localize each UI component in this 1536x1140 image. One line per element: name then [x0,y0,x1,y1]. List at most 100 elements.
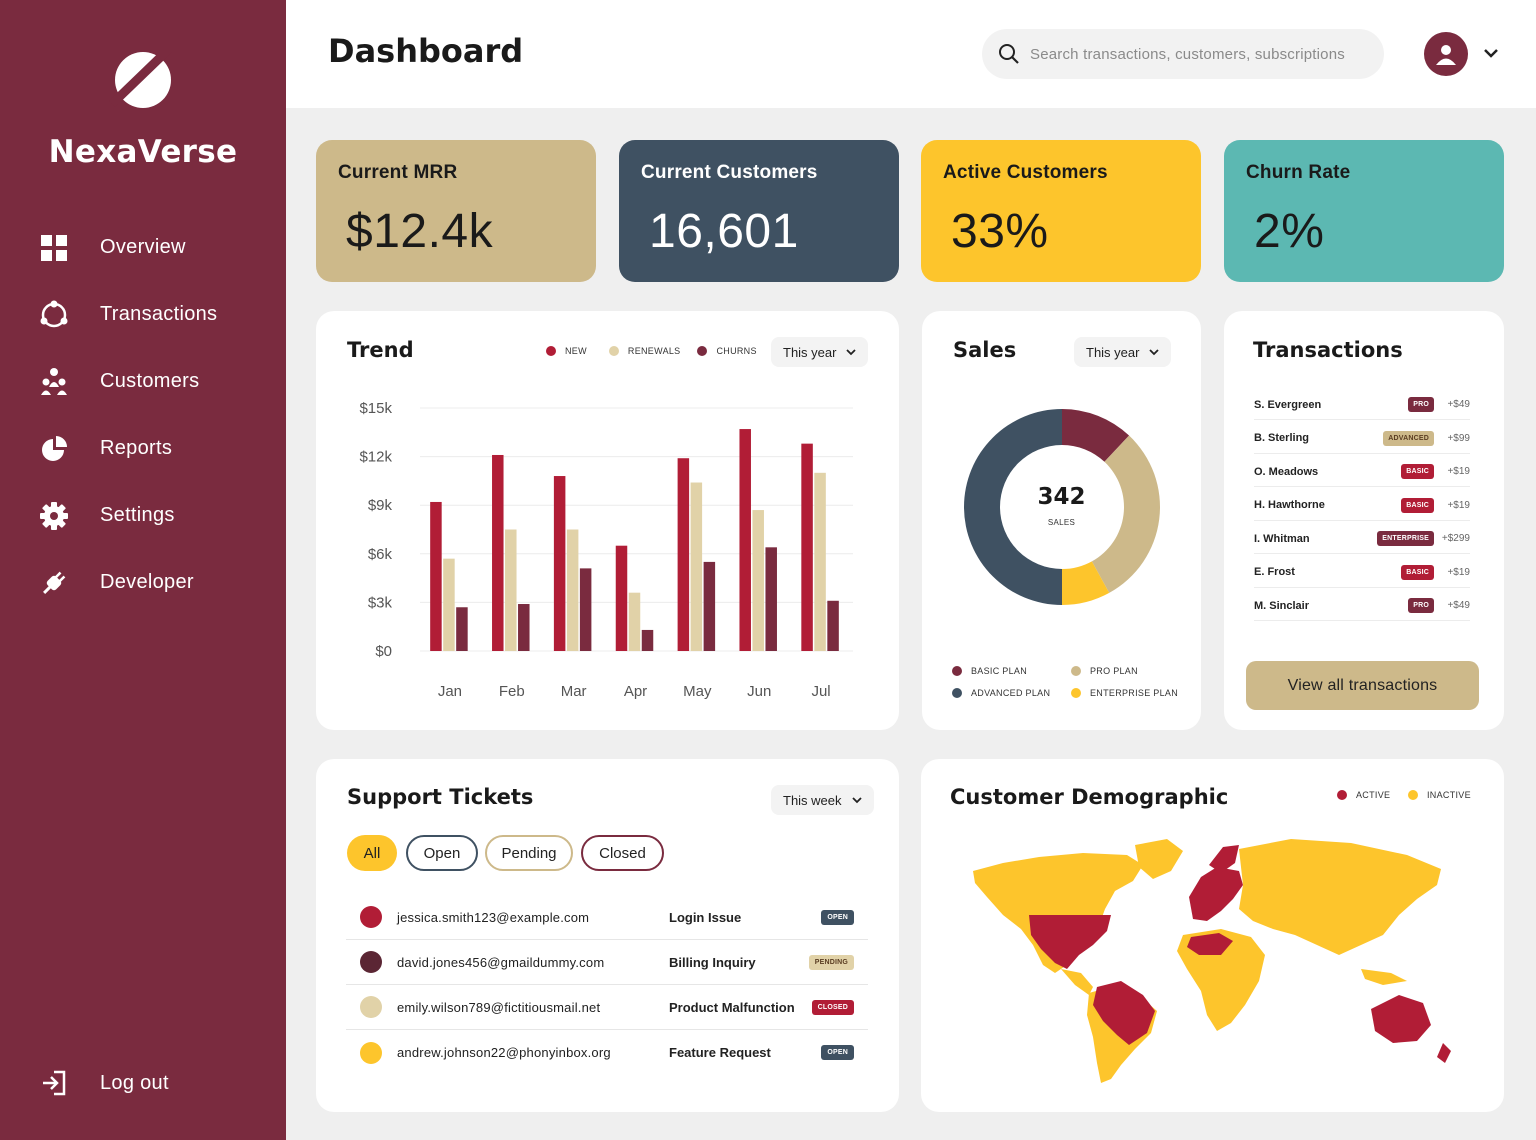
brand-name: NexaVerse [48,134,238,170]
view-all-transactions-button[interactable]: View all transactions [1246,661,1479,710]
top-header: Dashboard [286,0,1536,108]
card-title: Sales [953,338,1017,362]
dropdown-label: This year [1086,344,1140,360]
world-map [973,839,1451,1083]
transaction-row[interactable]: H. Hawthorne BASIC +$19 [1254,491,1470,521]
sales-period-dropdown[interactable]: This year [1074,337,1172,367]
ticket-row[interactable]: andrew.johnson22@phonyinbox.org Feature R… [346,1030,868,1075]
bar-new-feb [492,454,504,651]
y-tick-label: $3k [368,594,393,611]
map-region-new-zealand [1437,1043,1451,1063]
gear-icon [39,501,69,531]
transaction-row[interactable]: B. Sterling ADVANCED +$99 [1254,424,1470,454]
plug-icon [39,568,69,598]
x-tick-label: May [683,683,712,700]
transaction-row[interactable]: O. Meadows BASIC +$19 [1254,457,1470,487]
transaction-row[interactable]: M. Sinclair PRO +$49 [1254,591,1470,621]
ticket-status-badge: OPEN [821,909,854,925]
bar-churns-may [703,561,716,651]
legend-label: ACTIVE [1356,790,1391,800]
ticket-status-dot [360,951,382,973]
y-tick-label: $15k [359,400,392,417]
trend-chart: $0 $3k $6k $9k $12k $15k Jan Feb Mar Apr May Jun Jul [359,400,853,700]
map-region-scandinavia [1209,845,1239,873]
map-region-brazil [1093,981,1155,1045]
legend-label: ENTERPRISE PLAN [1090,688,1179,698]
ticket-row[interactable]: david.jones456@gmaildummy.com Billing Inq… [346,940,868,985]
transaction-customer: H. Hawthorne [1254,499,1325,511]
sidebar-item-overview[interactable]: Overview [0,214,286,281]
kpi-title: Churn Rate [1246,162,1351,183]
filter-closed[interactable]: Closed [581,835,664,871]
bar-renewals-jun [752,510,764,651]
transaction-row[interactable]: I. Whitman ENTERPRISE +$299 [1254,524,1470,554]
y-tick-label: $9k [368,497,393,514]
legend-label: INACTIVE [1427,790,1471,800]
ticket-status-dot [360,1041,382,1064]
sidebar-item-customers[interactable]: Customers [0,348,286,415]
kpi-card-current-customers: Current Customers 16,601 [619,140,899,282]
bar-new-jul [801,443,813,651]
bar-new-mar [553,476,566,651]
ticket-status-dot [360,906,382,928]
search-input[interactable] [1030,45,1370,63]
sidebar-item-label: Settings [100,504,175,526]
transactions-card: Transactions S. Evergreen PRO +$49 B. Sterl… [1224,311,1504,730]
transaction-row[interactable]: E. Frost BASIC +$19 [1254,558,1470,588]
sidebar: NexaVerse Overview Transactions Customer… [0,0,286,1140]
sidebar-nav: Overview Transactions Customers Reports … [0,214,286,616]
filter-all[interactable]: All [347,835,397,871]
legend-dot [952,688,962,698]
sidebar-item-reports[interactable]: Reports [0,415,286,482]
legend-dot [1071,666,1081,676]
plan-badge: ADVANCED [1383,430,1434,446]
kpi-title: Current MRR [338,162,458,183]
ticket-row[interactable]: emily.wilson789@fictitiousmail.net Produc… [346,985,868,1030]
legend-label: PRO PLAN [1090,666,1138,676]
legend-label: CHURNS [716,346,757,356]
bar-renewals-apr [628,592,641,651]
y-tick-label: $6k [368,546,393,563]
card-title: Trend [347,338,414,362]
search-bar[interactable] [982,29,1384,79]
avatar[interactable] [1424,32,1468,76]
filter-pending[interactable]: Pending [485,835,573,871]
sidebar-item-developer[interactable]: Developer [0,549,286,616]
transaction-amount: +$49 [1447,600,1470,611]
ticket-email: jessica.smith123@example.com [397,909,590,925]
ticket-status-badge: OPEN [821,1045,854,1060]
logout-button[interactable]: Log out [0,1050,286,1116]
filter-open[interactable]: Open [406,835,478,871]
legend-item: INACTIVE [1408,790,1471,800]
legend-dot [1408,790,1418,800]
y-tick-label: $0 [375,643,392,660]
customer-demographic-card: Customer Demographic ACTIVE INACTIVE [921,759,1504,1112]
sidebar-item-transactions[interactable]: Transactions [0,281,286,348]
chevron-down-icon [851,797,862,804]
bar-renewals-jul [814,472,826,651]
donut-slice-basic-plan [1062,409,1130,462]
bar-churns-jul [827,600,839,651]
chevron-down-icon[interactable] [1482,44,1500,62]
bar-churns-apr [641,629,654,651]
transaction-amount: +$99 [1447,432,1470,444]
chevron-down-icon [846,349,857,356]
donut-center-value: 342 [1037,484,1086,510]
transaction-row[interactable]: S. Evergreen PRO +$49 [1254,390,1470,420]
trend-period-dropdown[interactable]: This year [771,337,869,367]
support-period-dropdown[interactable]: This week [771,785,874,815]
kpi-value: 2% [1254,205,1325,258]
card-title: Transactions [1253,338,1403,362]
sidebar-item-settings[interactable]: Settings [0,482,286,549]
dropdown-label: This year [783,344,837,360]
kpi-value: $12.4k [346,205,494,258]
transaction-customer: O. Meadows [1254,465,1319,478]
ticket-row[interactable]: jessica.smith123@example.com Login Issue O… [346,895,868,940]
donut-slice-pro-plan [1091,435,1160,593]
dropdown-label: This week [783,792,842,808]
map-region-usa [1029,915,1111,969]
bar-new-may [677,458,690,651]
transaction-customer: E. Frost [1254,566,1295,578]
ticket-subject: Billing Inquiry [669,954,756,970]
transaction-customer: I. Whitman [1254,532,1310,545]
